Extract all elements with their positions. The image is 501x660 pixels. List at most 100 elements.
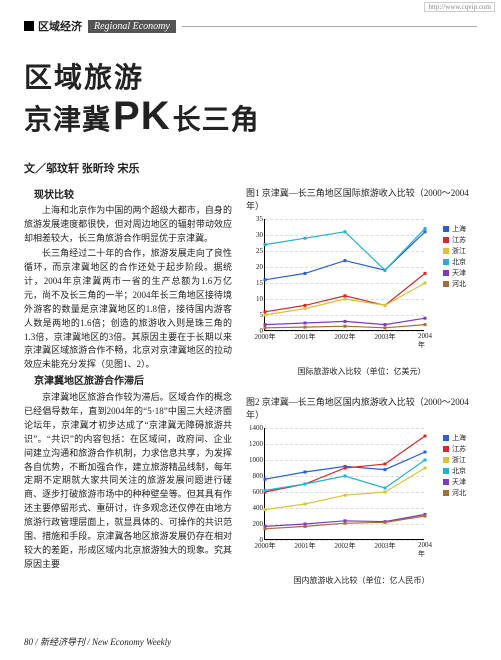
legend-swatch — [443, 446, 449, 452]
series-marker — [384, 303, 387, 306]
x-tick-label: 2002年 — [335, 330, 356, 342]
series-marker — [384, 486, 387, 489]
x-tick-label: 2001年 — [295, 330, 316, 342]
y-tick-label: 1200 — [249, 440, 265, 448]
y-tick-label: 25 — [256, 247, 265, 255]
legend-swatch — [443, 281, 449, 287]
legend-label: 北京 — [452, 466, 466, 476]
x-tick-label: 2003年 — [375, 539, 396, 551]
series-marker — [304, 482, 307, 485]
authors-prefix: 文／ — [24, 163, 46, 175]
series-marker — [384, 326, 387, 329]
y-tick-label: 30 — [256, 231, 265, 239]
series-marker — [304, 524, 307, 527]
series-marker — [304, 321, 307, 324]
legend-label: 上海 — [452, 224, 466, 234]
series-line — [265, 231, 425, 279]
y-tick-label: 1400 — [249, 424, 265, 432]
legend-item: 北京 — [443, 466, 466, 476]
text-column: 现状比较 上海和北京作为中国的两个超级大都市，自身的旅游发展速度都很快，但对周边… — [24, 186, 232, 604]
legend-swatch — [443, 457, 449, 463]
charts-column: 图1 京津冀—长三角地区国际旅游收入比较（2000～2004年） 0510152… — [246, 186, 477, 604]
x-tick-label: 2001年 — [295, 539, 316, 551]
title-part-a: 京津冀 — [24, 98, 111, 138]
series-marker — [424, 450, 427, 453]
chart-legend: 上海江苏浙江北京天津河北 — [443, 224, 466, 290]
legend-label: 天津 — [452, 268, 466, 278]
chart-legend: 上海江苏浙江北京天津河北 — [443, 433, 466, 499]
series-marker — [264, 313, 267, 316]
y-tick-label: 800 — [253, 472, 266, 480]
journal-name-en: / New Economy Weekly — [85, 637, 171, 647]
legend-label: 上海 — [452, 433, 466, 443]
y-tick-label: 10 — [256, 295, 265, 303]
series-marker — [344, 474, 347, 477]
legend-label: 江苏 — [452, 235, 466, 245]
series-marker — [304, 236, 307, 239]
series-marker — [424, 227, 427, 230]
series-marker — [344, 493, 347, 496]
series-marker — [424, 458, 427, 461]
legend-item: 浙江 — [443, 455, 466, 465]
authors-names: 邬玟轩 张昕玲 宋乐 — [46, 163, 140, 175]
legend-label: 浙江 — [452, 455, 466, 465]
legend-item: 浙江 — [443, 246, 466, 256]
section-name-cn: 区域经济 — [38, 18, 82, 34]
series-marker — [424, 230, 427, 233]
legend-swatch — [443, 259, 449, 265]
series-marker — [264, 527, 267, 530]
title-part-b: 长三角 — [173, 98, 260, 138]
paragraph: 京津冀地区旅游合作较为滞后。区域合作的概念已经倡导数年，直到2004年的“5·1… — [24, 391, 232, 572]
journal-name-cn: 新经济导刊 — [40, 637, 85, 647]
chart-canvas: 02004006008001000120014002000年2001年2002年… — [264, 428, 424, 540]
series-marker — [264, 310, 267, 313]
x-tick-label: 2002年 — [335, 539, 356, 551]
series-line — [265, 273, 425, 311]
series-marker — [384, 268, 387, 271]
series-marker — [424, 281, 427, 284]
series-marker — [424, 323, 427, 326]
source-url: http://www.cqvip.com — [424, 2, 495, 12]
legend-swatch — [443, 270, 449, 276]
header-rule — [182, 26, 477, 27]
chart-2-title: 图2 京津冀—长三角地区国内旅游收入比较（2000～2004年） — [246, 395, 477, 421]
paragraph: 长三角经过二十年的合作，旅游发展走向了良性循环，而京津冀地区的合作还处于起步阶段… — [24, 247, 232, 372]
legend-item: 上海 — [443, 433, 466, 443]
series-line — [265, 436, 425, 492]
legend-swatch — [443, 248, 449, 254]
title-pk: PK — [113, 96, 171, 136]
y-tick-label: 20 — [256, 263, 265, 271]
legend-label: 北京 — [452, 257, 466, 267]
page-number: 80 — [24, 637, 33, 647]
legend-swatch — [443, 468, 449, 474]
legend-item: 江苏 — [443, 235, 466, 245]
series-marker — [384, 323, 387, 326]
paragraph: 上海和北京作为中国的两个超级大都市，自身的旅游发展速度都很快，但对周边地区的辐射… — [24, 204, 232, 246]
legend-swatch — [443, 237, 449, 243]
content-columns: 现状比较 上海和北京作为中国的两个超级大都市，自身的旅游发展速度都很快，但对周边… — [24, 186, 477, 604]
section-heading-1: 现状比较 — [24, 188, 232, 204]
series-marker — [384, 468, 387, 471]
chart-lines — [265, 428, 424, 539]
legend-label: 河北 — [452, 488, 466, 498]
chart-1-title: 图1 京津冀—长三角地区国际旅游收入比较（2000～2004年） — [246, 186, 477, 212]
series-line — [265, 468, 425, 510]
series-marker — [264, 323, 267, 326]
series-marker — [344, 324, 347, 327]
chart-1-area: 051015202530352000年2001年2002年2003年2004年上… — [246, 216, 466, 352]
x-tick-label: 2004年 — [418, 330, 432, 350]
series-marker — [384, 490, 387, 493]
series-marker — [264, 488, 267, 491]
section-header: 区域经济 Regional Economy — [24, 18, 477, 34]
chart-lines — [265, 219, 424, 330]
series-marker — [264, 326, 267, 329]
series-marker — [264, 278, 267, 281]
legend-item: 河北 — [443, 279, 466, 289]
series-line — [265, 228, 425, 270]
series-marker — [424, 466, 427, 469]
y-tick-label: 400 — [253, 504, 266, 512]
legend-item: 天津 — [443, 268, 466, 278]
legend-item: 江苏 — [443, 444, 466, 454]
series-marker — [344, 230, 347, 233]
section-heading-2: 京津冀地区旅游合作滞后 — [24, 374, 232, 390]
